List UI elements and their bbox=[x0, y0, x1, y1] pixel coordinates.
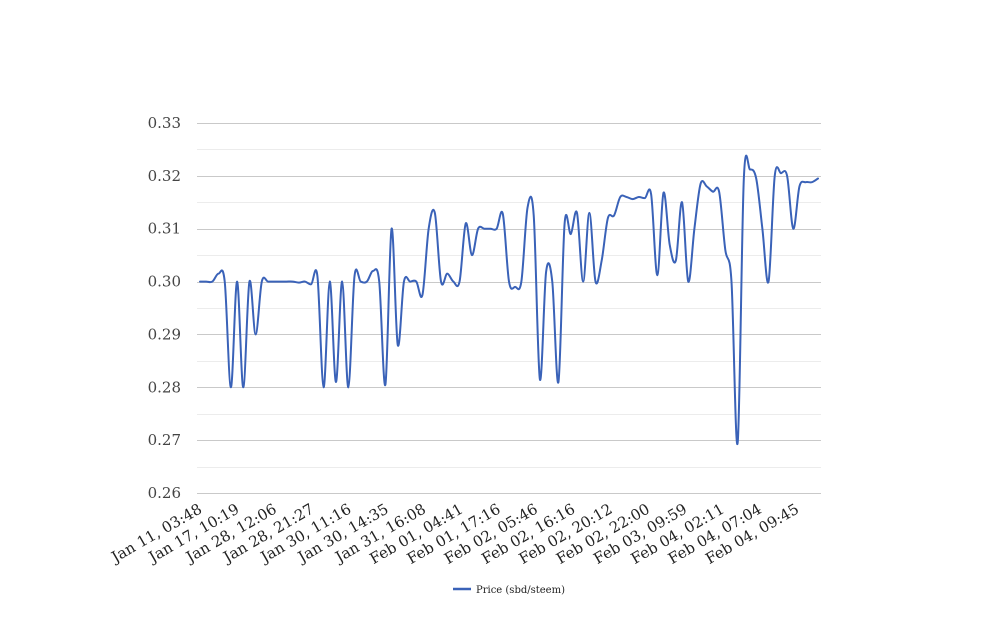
legend: Price (sbd/steem) bbox=[453, 585, 565, 596]
plot-area bbox=[199, 154, 819, 446]
y-tick-label: 0.26 bbox=[148, 484, 181, 502]
series-line-price bbox=[199, 154, 819, 446]
y-tick-label: 0.33 bbox=[148, 114, 181, 132]
y-tick-label: 0.28 bbox=[148, 378, 181, 396]
y-tick-label: 0.29 bbox=[148, 325, 181, 343]
y-tick-label: 0.32 bbox=[148, 167, 181, 185]
legend-label: Price (sbd/steem) bbox=[476, 585, 565, 596]
gridlines bbox=[197, 123, 821, 494]
y-axis-ticks: 0.26 0.27 0.28 0.29 0.30 0.31 0.32 0.33 bbox=[148, 114, 181, 502]
y-tick-label: 0.30 bbox=[148, 273, 181, 291]
y-tick-label: 0.27 bbox=[148, 431, 181, 449]
y-tick-label: 0.31 bbox=[148, 220, 181, 238]
